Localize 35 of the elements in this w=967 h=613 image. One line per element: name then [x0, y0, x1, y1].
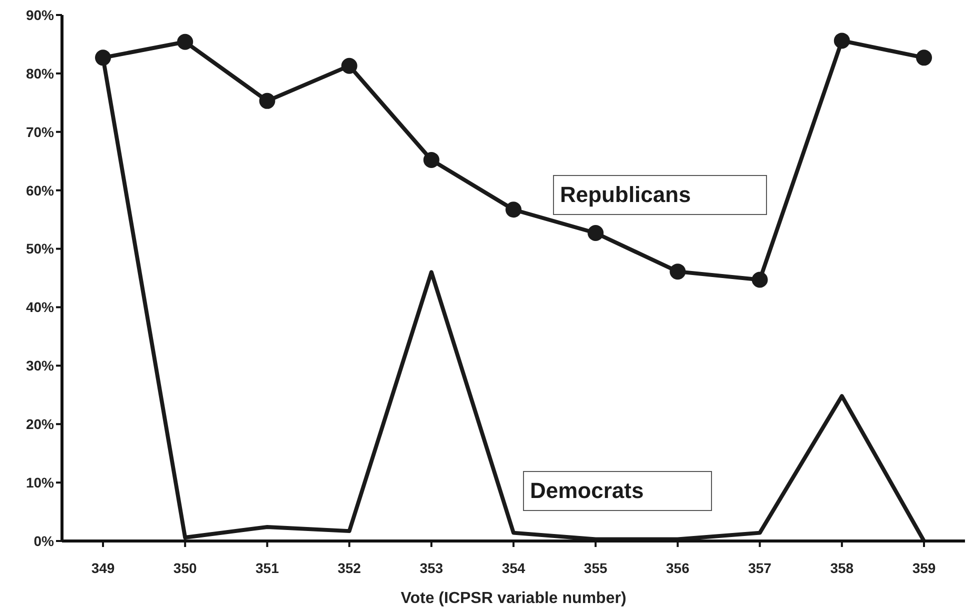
- y-tick-label: 80%: [26, 65, 55, 82]
- y-tick-label: 50%: [26, 240, 55, 257]
- y-tick-label: 30%: [26, 358, 55, 374]
- x-tick-label: 357: [748, 560, 772, 576]
- x-tick-label: 353: [420, 560, 444, 576]
- y-tick-label: 60%: [26, 182, 55, 198]
- point: [506, 202, 522, 218]
- x-tick-label: 349: [91, 560, 115, 576]
- point: [423, 152, 440, 168]
- y-tick-label: 10%: [26, 474, 55, 491]
- point: [259, 92, 276, 109]
- x-tick-label: 355: [584, 560, 608, 576]
- y-tick-label: 40%: [26, 299, 55, 316]
- y-tick-label: 20%: [26, 416, 55, 432]
- x-tick-label: 352: [338, 560, 362, 576]
- text-box: Democrats: [523, 471, 712, 511]
- point: [341, 58, 358, 74]
- point: [588, 225, 604, 241]
- x-tick-label: 350: [173, 560, 197, 576]
- point: [177, 34, 194, 50]
- x-tick-label: 354: [502, 560, 526, 576]
- point: [95, 50, 111, 66]
- y-tick-label: 90%: [26, 6, 55, 23]
- x-tick-label: 356: [666, 560, 690, 576]
- x-tick-label: 358: [830, 560, 854, 576]
- y-tick-label: 70%: [26, 124, 55, 140]
- x-tick-label: 359: [912, 560, 936, 576]
- point: [834, 32, 850, 49]
- x-axis-title: Vote (ICPSR variable number): [400, 590, 626, 607]
- point: [916, 50, 932, 66]
- y-tick-label: 0%: [34, 532, 55, 549]
- point: [752, 272, 768, 288]
- point: [670, 264, 686, 280]
- text-box: Republicans: [553, 175, 767, 215]
- x-tick-label: 351: [256, 560, 280, 576]
